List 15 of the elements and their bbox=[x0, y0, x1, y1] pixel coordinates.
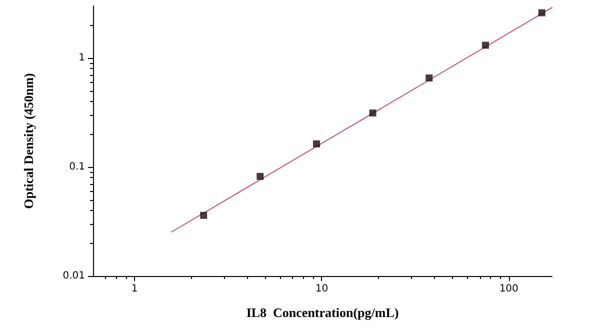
point bbox=[369, 109, 376, 116]
y-tick-label: 0.01 bbox=[62, 270, 85, 282]
y-tick-label: 1 bbox=[78, 52, 85, 64]
point bbox=[312, 140, 320, 148]
x-tick-label: 100 bbox=[499, 284, 518, 294]
point bbox=[538, 9, 546, 16]
y-axis-title: Optical Density (450nm) bbox=[21, 73, 36, 209]
point bbox=[482, 42, 489, 49]
y-tick-label: 0.1 bbox=[69, 162, 85, 173]
point bbox=[256, 172, 264, 180]
point bbox=[200, 212, 208, 219]
point bbox=[426, 74, 433, 82]
x-tick-label: 10 bbox=[315, 284, 328, 294]
x-tick-label: 1 bbox=[131, 284, 138, 294]
x-axis-title: IL8 Concentration(pg/mL) bbox=[246, 305, 399, 320]
